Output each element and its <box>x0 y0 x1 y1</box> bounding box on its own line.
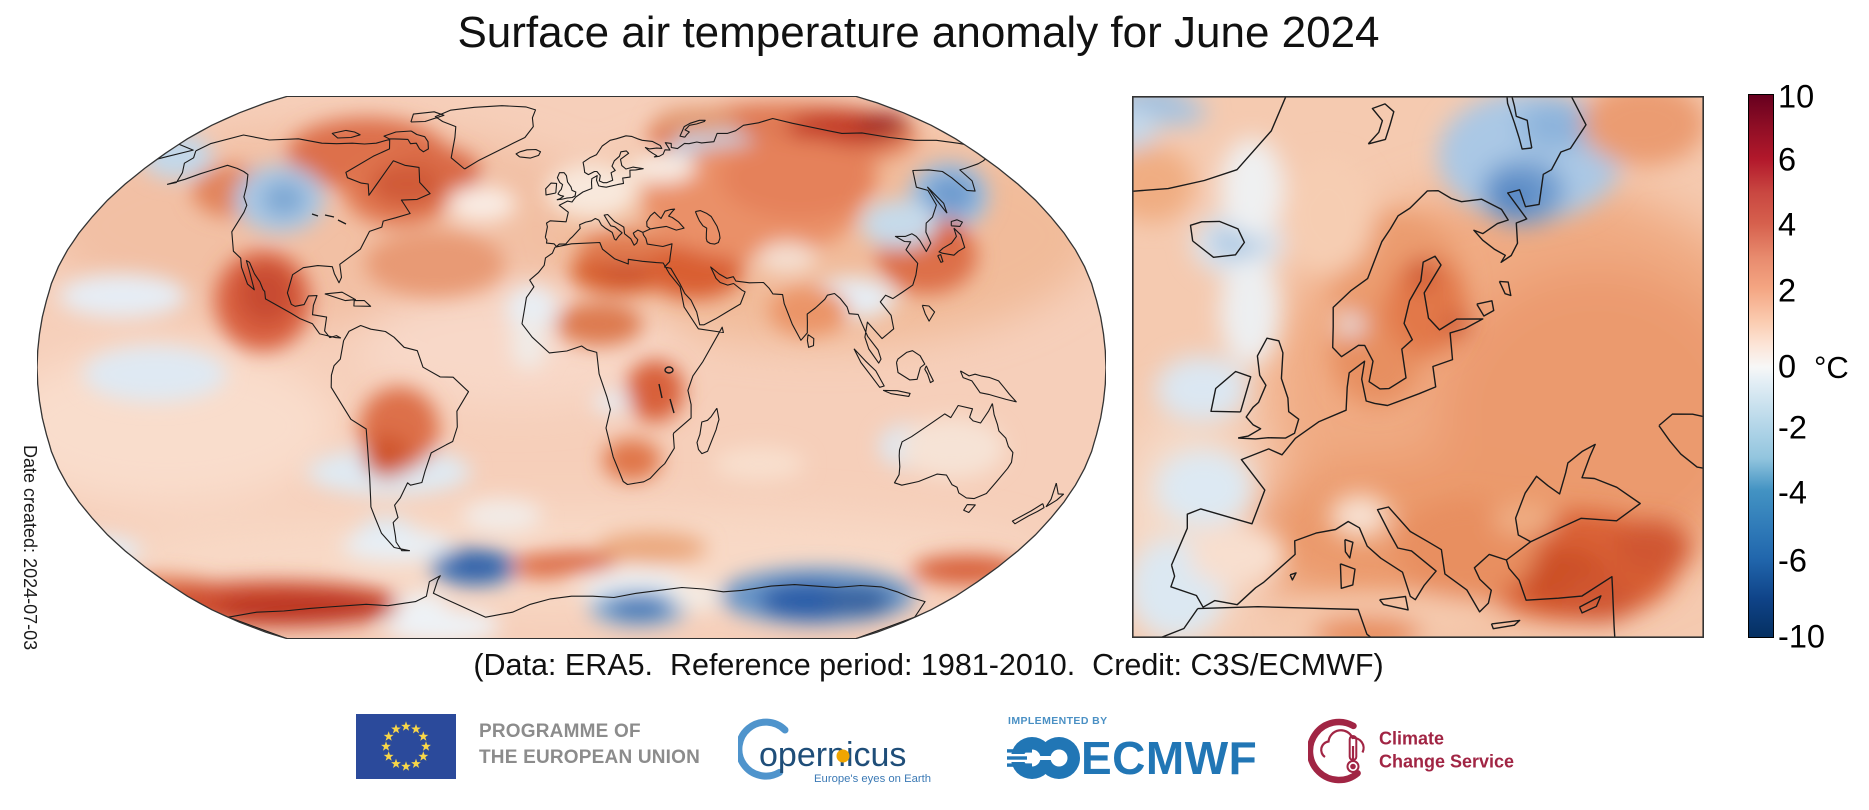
svg-text:Date created: 2024-07-03: Date created: 2024-07-03 <box>20 445 40 650</box>
svg-text:Europe's eyes on Earth: Europe's eyes on Earth <box>814 773 931 785</box>
svg-text:opernicus: opernicus <box>759 736 906 774</box>
svg-text:Climate: Climate <box>1379 729 1444 749</box>
svg-text:Change Service: Change Service <box>1379 752 1514 772</box>
svg-text:ECMWF: ECMWF <box>1081 732 1257 784</box>
